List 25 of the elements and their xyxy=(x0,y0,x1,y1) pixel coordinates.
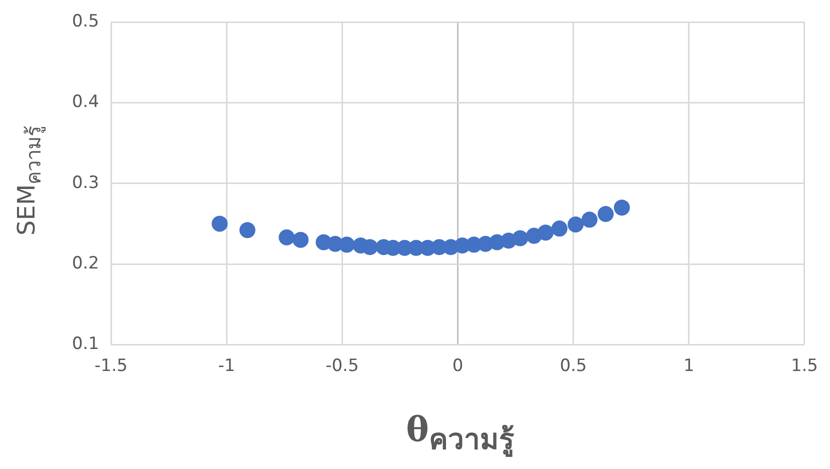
x-tick-label: -1.5 xyxy=(94,356,128,376)
point xyxy=(614,200,630,216)
point xyxy=(582,212,598,228)
x-tick-label: 1 xyxy=(683,356,694,376)
point xyxy=(278,229,295,246)
x-tick-label: 0.5 xyxy=(560,356,587,376)
point xyxy=(338,236,355,253)
point xyxy=(212,216,228,232)
y-tick-label: 0.2 xyxy=(72,253,100,274)
point xyxy=(568,216,584,233)
point xyxy=(239,222,256,238)
x-axis-title: θ$_{ความรู้}$ xyxy=(406,410,514,459)
x-tick-label: -1 xyxy=(218,356,236,376)
point xyxy=(538,224,554,241)
point xyxy=(551,220,568,237)
y-tick-label: 0.5 xyxy=(72,12,100,32)
y-tick-label: 0.3 xyxy=(72,172,100,193)
x-tick-label: -0.5 xyxy=(326,356,359,376)
x-tick-label: 0 xyxy=(452,356,464,376)
point xyxy=(512,230,528,246)
point xyxy=(598,206,614,222)
y-tick-label: 0.1 xyxy=(72,334,100,354)
x-tick-label: 1.5 xyxy=(790,356,818,376)
y-tick-label: 0.4 xyxy=(72,92,100,112)
point xyxy=(292,232,309,248)
